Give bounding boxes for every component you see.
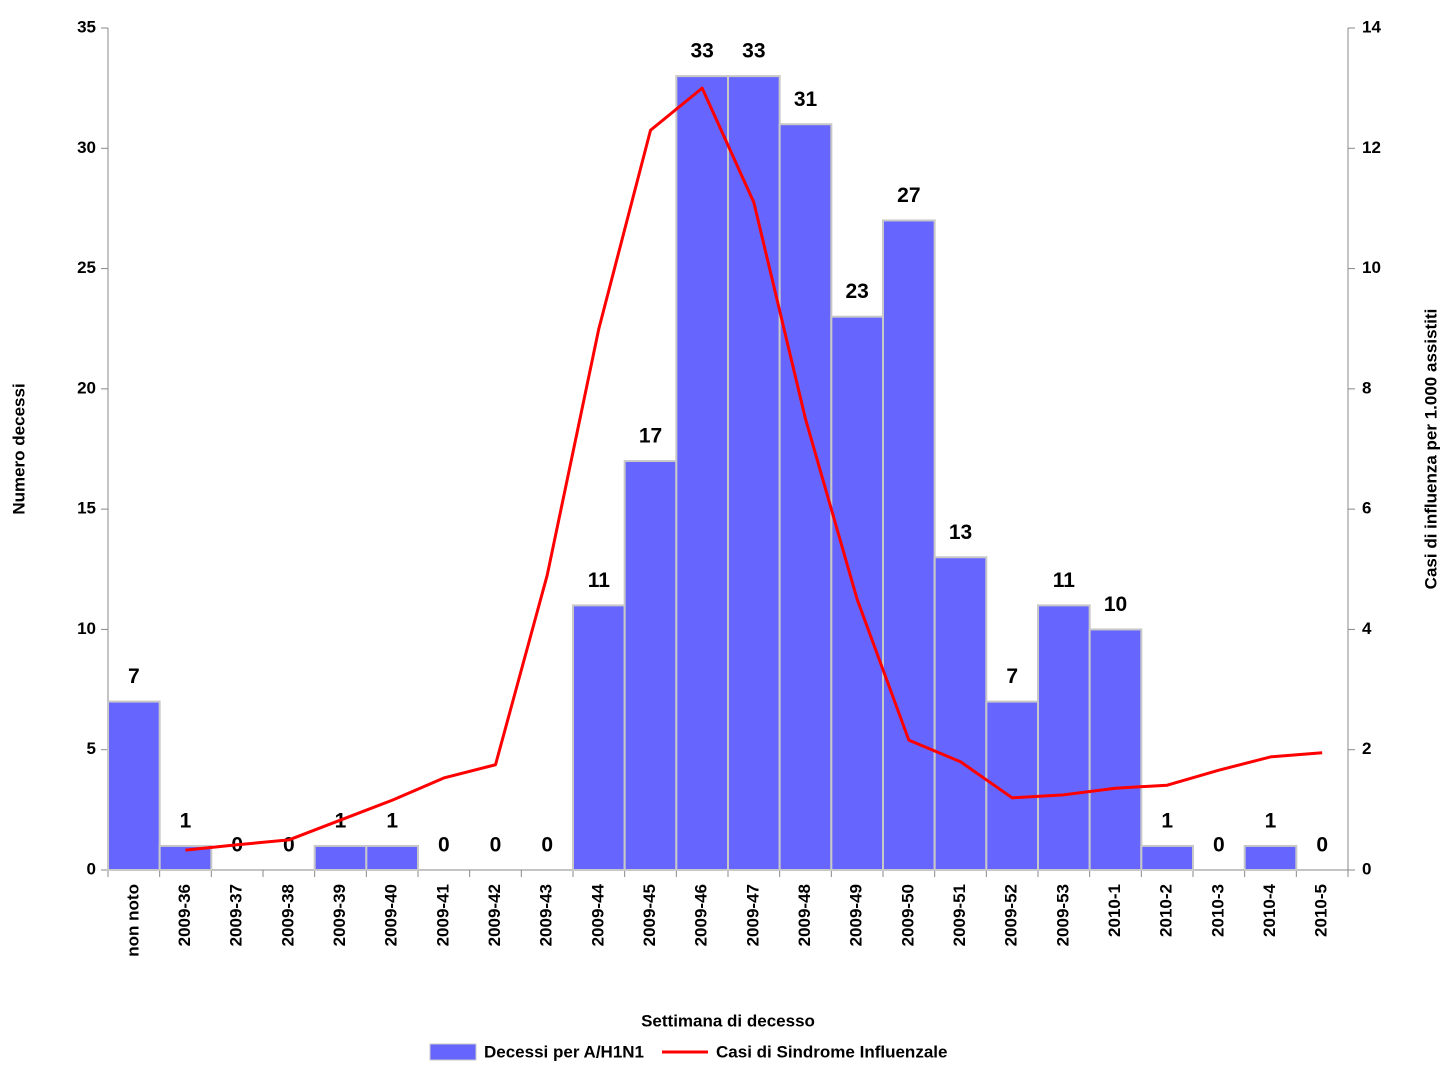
bar <box>727 75 781 872</box>
y-tick-label: 15 <box>77 499 96 518</box>
x-tick-label: 2010-5 <box>1312 884 1331 937</box>
y-tick-label: 35 <box>77 17 96 36</box>
x-tick-label: 2009-48 <box>795 884 814 946</box>
x-tick-label: 2009-49 <box>847 884 866 946</box>
x-tick-label: 2009-44 <box>588 883 607 946</box>
x-tick-label: 2009-38 <box>278 884 297 946</box>
data-label: 0 <box>438 834 450 857</box>
y-tick-label: 10 <box>77 619 96 638</box>
x-tick-label: 2010-3 <box>1208 884 1227 937</box>
y-axis-title: Numero decessi <box>9 383 28 514</box>
line <box>185 86 1323 852</box>
x-tick-label: 2009-41 <box>433 884 452 946</box>
bar <box>933 556 988 871</box>
data-label: 27 <box>897 184 920 207</box>
y2-tick-label: 6 <box>1362 499 1371 518</box>
y2-tick-label: 0 <box>1362 859 1371 878</box>
y-tick-label: 5 <box>87 739 96 758</box>
bar <box>572 604 626 871</box>
x-tick-label: 2010-1 <box>1105 884 1124 937</box>
x-tick-label: 2010-2 <box>1157 884 1176 937</box>
data-label: 11 <box>1053 569 1076 592</box>
data-label: 13 <box>949 521 972 544</box>
bar <box>623 460 678 871</box>
data-label: 33 <box>690 40 713 63</box>
bar <box>778 123 833 871</box>
x-tick-label: 2009-53 <box>1053 884 1072 946</box>
data-label: 11 <box>588 569 611 592</box>
x-tick-label: 2009-36 <box>175 884 194 946</box>
data-label: 31 <box>794 88 818 111</box>
data-label: 33 <box>742 40 765 63</box>
data-label: 0 <box>490 834 502 857</box>
x-tick-label: 2009-39 <box>330 884 349 946</box>
y2-tick-label: 12 <box>1362 138 1381 157</box>
y2-tick-label: 8 <box>1362 378 1371 397</box>
legend-swatch <box>429 1043 477 1061</box>
bar <box>675 75 729 872</box>
bar <box>882 219 936 871</box>
data-label: 7 <box>128 665 140 688</box>
data-label: 10 <box>1104 593 1127 616</box>
y2-tick-label: 10 <box>1362 258 1381 277</box>
x-tick-label: non noto <box>123 884 142 957</box>
x-tick-label: 2009-43 <box>537 884 556 946</box>
x-tick-label: 2009-40 <box>382 884 401 946</box>
data-label: 1 <box>1161 809 1173 832</box>
y-tick-label: 20 <box>77 378 96 397</box>
x-tick-label: 2009-50 <box>898 884 917 946</box>
y2-axis-title: Casi di influenza per 1.000 assistiti <box>1421 309 1440 590</box>
x-tick-label: 2009-45 <box>640 884 659 946</box>
legend-label: Casi di Sindrome Influenzale <box>716 1042 947 1061</box>
bar <box>1140 844 1195 872</box>
data-label: 7 <box>1006 665 1018 688</box>
x-axis-title: Settimana di decesso <box>641 1011 815 1030</box>
y-tick-label: 30 <box>77 138 96 157</box>
bar <box>830 315 884 871</box>
x-tick-label: 2009-51 <box>950 884 969 946</box>
bar <box>1037 604 1091 871</box>
data-label: 23 <box>845 280 868 303</box>
data-label: 1 <box>386 809 398 832</box>
bar <box>313 844 368 872</box>
x-tick-label: 2009-47 <box>743 884 762 946</box>
bar <box>107 700 161 871</box>
x-tick-label: 2009-52 <box>1002 884 1021 946</box>
y-tick-label: 25 <box>77 258 96 277</box>
data-label: 17 <box>639 425 662 448</box>
x-tick-label: 2009-42 <box>485 884 504 946</box>
data-label: 0 <box>541 834 553 857</box>
data-label: 0 <box>1316 834 1328 857</box>
y2-tick-label: 2 <box>1362 739 1371 758</box>
bar <box>1243 844 1298 872</box>
data-label: 0 <box>283 834 295 857</box>
data-label: 1 <box>1265 809 1277 832</box>
data-label: 0 <box>1213 834 1225 857</box>
legend-label: Decessi per A/H1N1 <box>484 1042 644 1061</box>
y-tick-label: 0 <box>87 859 96 878</box>
x-tick-label: 2009-46 <box>692 884 711 946</box>
y2-tick-label: 14 <box>1362 17 1381 36</box>
x-tick-label: 2009-37 <box>227 884 246 946</box>
x-tick-label: 2010-4 <box>1260 883 1279 936</box>
bar <box>365 844 420 872</box>
data-label: 1 <box>180 809 192 832</box>
y2-tick-label: 4 <box>1362 619 1372 638</box>
bar <box>1088 628 1143 872</box>
